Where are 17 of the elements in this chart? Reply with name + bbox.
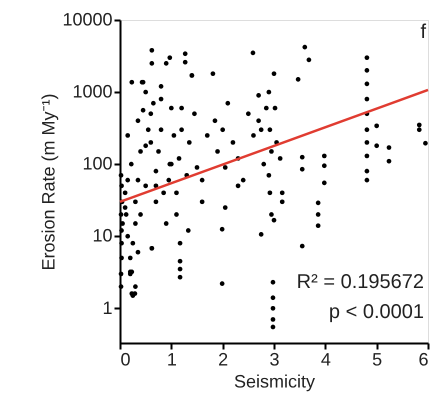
x-axis-title: Seismicity (234, 372, 316, 392)
x-tick-label: 6 (418, 350, 428, 370)
y-tick-label: 1000 (72, 82, 112, 102)
annotation: p < 0.0001 (328, 301, 424, 323)
x-tick-label: 3 (269, 350, 280, 370)
y-tick-label: 10000 (62, 10, 112, 30)
x-tick-label: 1 (166, 350, 177, 370)
x-tick-label: 5 (372, 350, 382, 370)
y-axis-title: Erosion Rate (m My⁻¹) (38, 93, 58, 271)
annotation: R² = 0.195672 (296, 271, 424, 293)
annotation: f (420, 21, 426, 43)
y-tick-label: 1 (102, 298, 112, 318)
x-tick-label: 2 (218, 350, 228, 370)
x-tick-label: 0 (120, 350, 131, 370)
y-tick-label: 100 (82, 154, 112, 174)
y-tick-label: 10 (92, 226, 112, 246)
x-tick-label: 4 (320, 350, 331, 370)
